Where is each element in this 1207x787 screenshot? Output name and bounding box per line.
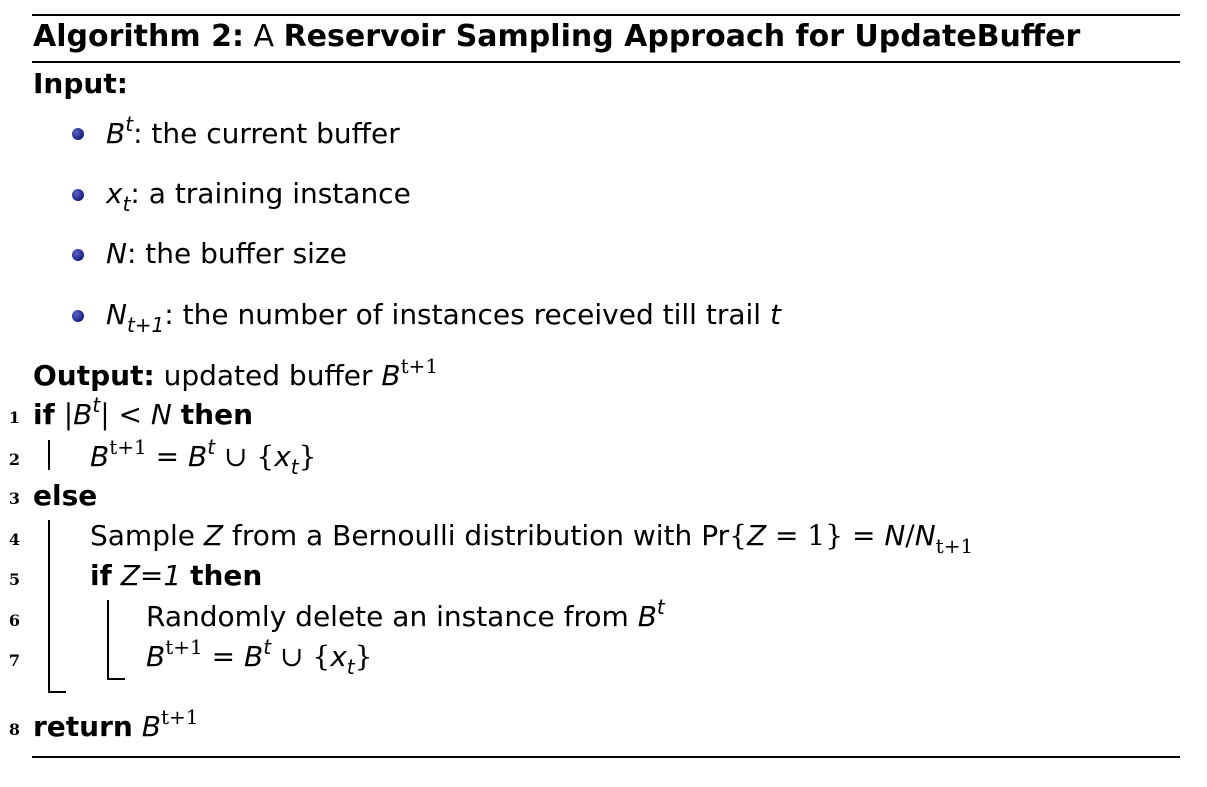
input-item-2-sub: t <box>122 192 131 216</box>
input-item-4-text: : the number of instances received till … <box>164 298 762 331</box>
block-end <box>48 691 66 693</box>
algo-line-8: return Bt+1 <box>33 705 199 743</box>
input-item-3-text: : the buffer size <box>126 237 347 270</box>
algorithm-label: Algorithm 2: <box>33 19 244 54</box>
algorithm-caption: Algorithm 2: A Reservoir Sampling Approa… <box>33 22 1080 52</box>
bullet-icon <box>72 249 84 261</box>
keyword-return: return <box>33 710 133 743</box>
bullet-icon <box>72 310 84 322</box>
line-number: 6 <box>8 611 20 630</box>
keyword-else: else <box>33 479 98 512</box>
algo-line-5: if Z=1 then <box>90 559 263 592</box>
input-label: Input: <box>33 67 128 100</box>
line-number: 8 <box>8 720 20 739</box>
line-number: 2 <box>8 450 20 469</box>
keyword-then: then <box>180 398 254 431</box>
input-item-4-sub: t+1 <box>126 313 165 337</box>
line-number: 7 <box>8 651 20 670</box>
algo-line-4: Sample Z from a Bernoulli distribution w… <box>90 519 974 558</box>
bottom-rule <box>32 756 1180 758</box>
keyword-if: if <box>33 398 55 431</box>
input-item-1-sym: B <box>106 117 126 150</box>
sample-text: Sample <box>90 519 195 552</box>
bullet-icon <box>72 189 84 201</box>
block-bar <box>48 440 50 470</box>
output-sup: t+1 <box>400 354 439 378</box>
algo-line-7: Bt+1 = Bt ∪ {xt} <box>146 635 373 679</box>
keyword-then: then <box>190 559 263 592</box>
line-number: 4 <box>8 530 20 549</box>
block-bar <box>48 520 50 693</box>
input-item-2-text: : a training instance <box>130 177 411 210</box>
block-end <box>107 678 125 680</box>
algorithm-title-prefix: A <box>253 19 275 54</box>
input-item-4-tail: t <box>769 298 781 331</box>
input-item-1: Bt: the current buffer <box>106 114 400 150</box>
line-number: 3 <box>8 489 20 508</box>
block-bar <box>107 600 109 680</box>
input-item-2-sym: x <box>106 177 123 210</box>
bullet-icon <box>72 128 84 140</box>
line-number: 5 <box>8 570 20 589</box>
input-item-3: N: the buffer size <box>106 240 347 268</box>
top-rule <box>32 14 1180 16</box>
output-label: Output: <box>33 359 155 392</box>
algo-line-1: if |Bt| < N then <box>33 393 254 431</box>
pr-text: Pr <box>701 519 730 552</box>
output-text: updated buffer <box>163 359 373 392</box>
output-sym: B <box>381 359 401 392</box>
input-item-1-text: : the current buffer <box>133 117 400 150</box>
keyword-if: if <box>90 559 112 592</box>
sample-mid-text: from a Bernoulli distribution with <box>232 519 693 552</box>
input-item-1-sup: t <box>125 112 134 136</box>
algo-line-2: Bt+1 = Bt ∪ {xt} <box>90 435 317 479</box>
randomly-text: Randomly delete an instance from <box>146 600 629 633</box>
input-item-4-sym: N <box>106 298 127 331</box>
algorithm-title: Reservoir Sampling Approach for UpdateBu… <box>283 19 1081 54</box>
input-item-2: xt: a training instance <box>106 177 411 215</box>
caption-rule <box>32 61 1180 63</box>
input-item-4: Nt+1: the number of instances received t… <box>106 298 781 336</box>
input-item-3-sym: N <box>106 237 127 270</box>
output-line: Output: updated buffer Bt+1 <box>33 356 438 392</box>
line-number: 1 <box>8 408 20 427</box>
algo-line-6: Randomly delete an instance from Bt <box>146 595 665 633</box>
